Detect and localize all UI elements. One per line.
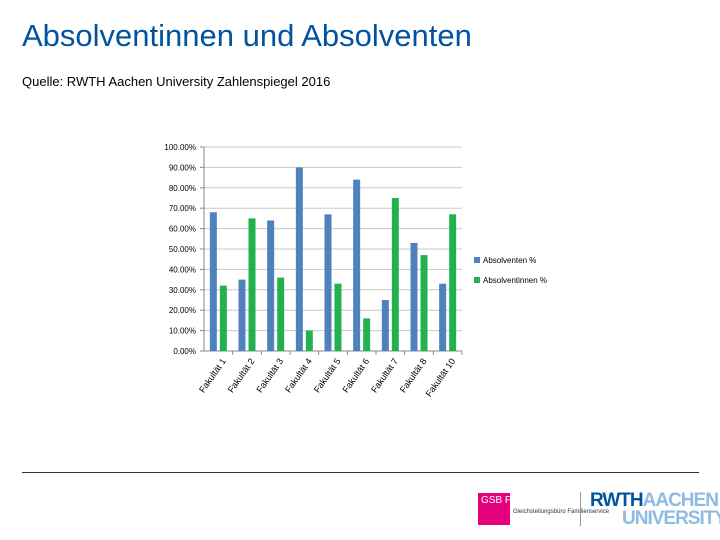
legend-swatch <box>474 277 480 283</box>
bar-absolventen <box>238 279 246 351</box>
gsb-fs-logo-subtitle: Gleichstellungsbüro Familienservice <box>513 509 610 515</box>
y-tick-label: 80.00% <box>169 184 196 193</box>
gsb-fs-logo-text: GSB FS <box>481 495 518 506</box>
legend-swatch <box>474 257 480 263</box>
page-title: Absolventinnen und Absolventen <box>22 18 472 53</box>
bar-absolventen <box>439 283 447 351</box>
y-tick-label: 90.00% <box>169 163 196 172</box>
x-tick-label: Fakultät 6 <box>340 356 371 394</box>
y-tick-label: 100.00% <box>164 143 196 152</box>
x-tick-label: Fakultät 5 <box>312 356 343 394</box>
source-note: Quelle: RWTH Aachen University Zahlenspi… <box>22 74 331 89</box>
footer-divider <box>22 472 699 473</box>
bar-absolventen <box>267 220 275 351</box>
bar-absolventinnen <box>391 198 399 351</box>
bar-absolventinnen <box>449 214 457 351</box>
y-tick-label: 40.00% <box>169 265 196 274</box>
y-tick-label: 10.00% <box>169 327 196 336</box>
bar-absolventinnen <box>420 255 428 351</box>
bar-absolventen <box>381 300 389 351</box>
y-tick-label: 60.00% <box>169 225 196 234</box>
bar-absolventen <box>209 212 217 351</box>
bar-absolventen <box>410 242 418 351</box>
rwth-logo-line2: UNIVERSITY <box>622 508 720 529</box>
y-tick-label: 20.00% <box>169 306 196 315</box>
y-tick-label: 30.00% <box>169 286 196 295</box>
x-tick-label: Fakultät 10 <box>424 356 458 398</box>
bar-absolventen <box>295 167 303 351</box>
x-tick-label: Fakultät 1 <box>197 356 228 394</box>
bar-absolventinnen <box>305 330 313 351</box>
rwth-logo-line1: RWTHAACHEN <box>590 490 719 511</box>
logo-separator <box>580 492 581 526</box>
bar-chart: 0.00% 10.00% 20.00% 30.00% 40.00% 50.00% 60.00… <box>164 143 547 399</box>
gsb-fs-logo <box>478 493 510 525</box>
y-tick-label: 70.00% <box>169 204 196 213</box>
legend-label: Absolventen % <box>483 256 536 265</box>
bar-absolventinnen <box>219 285 227 351</box>
x-tick-label: Fakultät 2 <box>226 356 257 394</box>
x-tick-label: Fakultät 4 <box>283 356 314 394</box>
x-tick-label: Fakultät 7 <box>369 356 400 394</box>
bar-absolventen <box>324 214 332 351</box>
y-tick-label: 50.00% <box>169 245 196 254</box>
y-tick-label: 0.00% <box>173 347 196 356</box>
x-tick-label: Fakultät 3 <box>254 356 285 394</box>
bar-absolventinnen <box>248 218 256 351</box>
bar-absolventinnen <box>277 277 285 351</box>
bar-absolventinnen <box>334 283 342 351</box>
legend-label: Absolventinnen % <box>483 276 547 285</box>
x-tick-label: Fakultät 8 <box>398 356 429 394</box>
bar-absolventen <box>353 179 361 351</box>
bar-absolventinnen <box>363 318 371 351</box>
